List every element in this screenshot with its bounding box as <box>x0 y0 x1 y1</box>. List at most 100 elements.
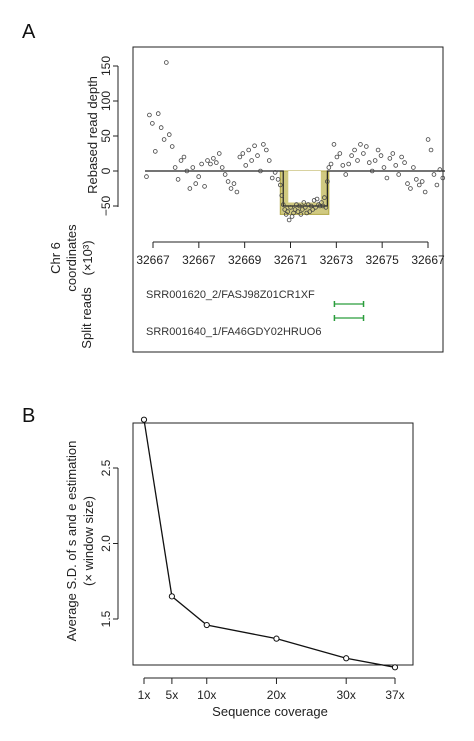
data-point <box>280 202 286 207</box>
data-point <box>169 144 175 149</box>
data-point <box>277 182 283 188</box>
panel-b-y-axis-title-line-2: (× window size) <box>81 496 96 586</box>
y-tick-label: 0 <box>99 167 113 174</box>
panel-a-frame <box>132 46 444 353</box>
split-read-name-2: SRR001640_1/FA46GDY02HRUO6 <box>146 326 321 338</box>
coordinate-tick-label: 32667 <box>411 253 445 267</box>
data-point <box>172 165 178 170</box>
data-point <box>292 207 298 212</box>
data-point <box>261 142 266 147</box>
data-point <box>152 149 158 154</box>
data-point <box>411 165 416 170</box>
coordinate-tick-label: 32669 <box>228 253 262 267</box>
data-point <box>252 143 257 149</box>
x-tick-label: 37x <box>385 688 404 702</box>
data-point <box>275 177 281 182</box>
data-point <box>249 158 254 163</box>
data-point <box>372 158 378 163</box>
data-point <box>378 153 384 158</box>
coordinate-tick-label: 32673 <box>320 253 354 267</box>
data-point <box>313 205 318 210</box>
data-point <box>158 125 164 130</box>
data-point <box>161 137 167 142</box>
y-tick-label: 2.5 <box>99 459 113 476</box>
data-point <box>222 172 228 177</box>
data-point <box>258 168 263 174</box>
data-point <box>431 172 437 177</box>
data-point <box>282 207 288 212</box>
data-point <box>231 181 237 186</box>
data-point <box>285 209 290 214</box>
coordinate-tick-label: 32667 <box>136 253 170 267</box>
coordinate-tick-label: 32667 <box>182 253 216 267</box>
data-point <box>144 174 149 179</box>
data-point <box>314 196 320 202</box>
data-point <box>322 195 327 200</box>
data-point <box>384 175 390 181</box>
data-point <box>286 217 292 223</box>
data-point <box>297 203 302 209</box>
coverage-point <box>343 655 350 662</box>
x-tick-label: 10x <box>197 688 216 702</box>
data-point <box>196 174 201 179</box>
data-point <box>361 151 366 156</box>
panel-a-y-axis-title: Rebased read depth <box>85 76 100 194</box>
data-point <box>349 153 354 158</box>
data-point <box>199 161 204 167</box>
data-point <box>246 147 251 153</box>
data-point <box>300 207 305 212</box>
data-point <box>440 175 446 181</box>
data-point <box>352 147 357 153</box>
y-tick-label: −50 <box>99 195 113 216</box>
data-point <box>301 200 307 205</box>
data-point <box>364 144 369 149</box>
data-point <box>325 179 330 184</box>
data-point <box>405 181 410 186</box>
data-point <box>216 151 222 156</box>
data-point <box>264 147 269 153</box>
x-tick-label: 5x <box>166 688 179 702</box>
data-point <box>211 156 216 161</box>
data-point <box>434 182 440 188</box>
data-point <box>422 189 428 195</box>
data-point <box>237 154 243 160</box>
data-point <box>355 158 360 163</box>
data-point <box>402 160 407 165</box>
coverage-point <box>203 621 210 629</box>
data-point <box>326 165 332 170</box>
panel-a-y-ticks: 150 100 50 0 −50 <box>99 56 118 216</box>
split-read-lines <box>333 301 365 321</box>
data-point <box>381 165 387 170</box>
data-point <box>181 154 187 160</box>
coordinates-ticks: 32667 32667 32669 32671 32673 32675 32667 <box>136 242 445 267</box>
read-depth-points <box>144 60 446 223</box>
data-point <box>323 205 329 210</box>
data-point <box>358 142 363 147</box>
segment-lines <box>145 170 445 207</box>
panel-b-x-axis-title: Sequence coverage <box>212 704 328 719</box>
data-point <box>272 170 278 175</box>
panel-b-y-ticks: 1.5 2.0 2.5 <box>99 459 118 627</box>
data-point <box>366 160 372 165</box>
data-point <box>225 179 231 184</box>
data-point <box>328 161 334 167</box>
panel-b: B 1.5 2.0 2.5 1x 5x 10x 20x 30x 37x Sequence co… <box>22 405 414 719</box>
data-point <box>334 154 340 160</box>
data-point <box>310 207 315 212</box>
coverage-point <box>273 635 280 642</box>
data-point <box>343 172 349 177</box>
panel-b-letter: B <box>22 405 35 427</box>
data-point <box>340 163 346 168</box>
data-point <box>150 121 155 126</box>
data-point <box>190 165 196 170</box>
coordinates-label: Chr 6 coordinates (×10³) <box>48 224 95 292</box>
coordinates-label-line-3: (×10³) <box>80 240 95 275</box>
coverage-polyline <box>143 419 396 668</box>
data-point <box>219 165 225 170</box>
segment-path <box>145 170 445 207</box>
y-tick-label: 50 <box>99 129 113 143</box>
data-point <box>408 186 413 191</box>
data-point <box>155 111 161 116</box>
data-point <box>214 160 219 165</box>
